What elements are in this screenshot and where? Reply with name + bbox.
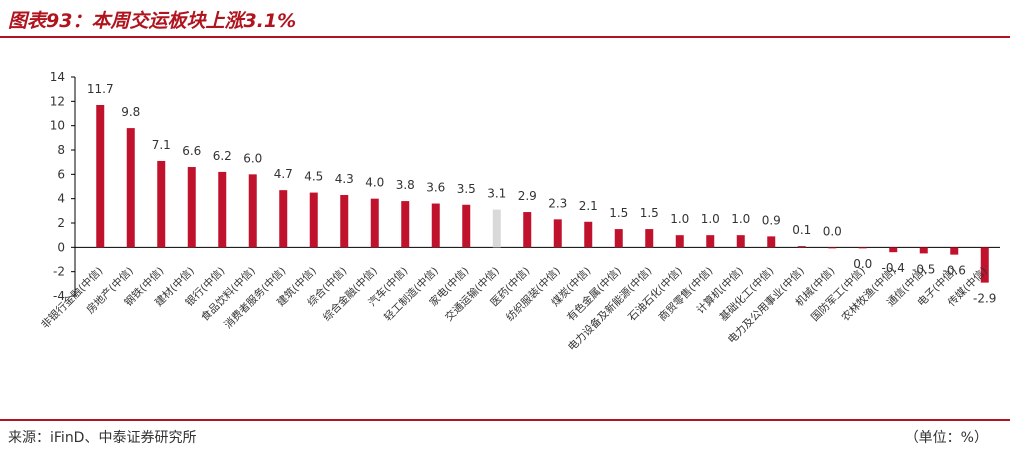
category-label: 商贸零售(中信) bbox=[656, 264, 716, 324]
category-label: 纺织服装(中信) bbox=[503, 264, 563, 324]
bar bbox=[401, 201, 410, 248]
bar bbox=[797, 246, 806, 248]
data-label: 1.0 bbox=[731, 212, 750, 226]
title-divider bbox=[0, 36, 1010, 38]
bar bbox=[431, 203, 440, 248]
category-label: 综合金融(中信) bbox=[320, 264, 380, 324]
unit-note: （单位：%） bbox=[904, 430, 988, 446]
data-label: -0.6 bbox=[943, 264, 966, 278]
bar bbox=[279, 190, 288, 248]
y-tick-label: 2 bbox=[57, 216, 65, 230]
data-label: 7.1 bbox=[152, 138, 171, 152]
y-tick-label: -2 bbox=[53, 265, 65, 279]
category-label: 交通运输(中信) bbox=[442, 264, 502, 324]
bar bbox=[370, 198, 379, 248]
data-label: 0.0 bbox=[853, 257, 872, 271]
bar bbox=[889, 247, 898, 253]
y-tick-label: 8 bbox=[57, 143, 65, 157]
chart-title: 图表93：本周交运板块上涨3.1% bbox=[8, 10, 297, 32]
bar bbox=[96, 104, 105, 248]
y-tick-label: 10 bbox=[50, 119, 65, 133]
y-tick-label: 0 bbox=[57, 240, 65, 254]
bar bbox=[157, 160, 166, 248]
bar bbox=[340, 195, 349, 248]
data-label: -0.4 bbox=[882, 261, 905, 275]
bar bbox=[309, 192, 318, 248]
data-label: 1.5 bbox=[609, 206, 628, 220]
data-label: 1.0 bbox=[701, 212, 720, 226]
y-tick-label: 14 bbox=[50, 70, 65, 84]
data-label: -2.9 bbox=[973, 292, 996, 306]
data-label: 6.0 bbox=[243, 151, 262, 165]
bar bbox=[675, 235, 684, 248]
data-label: 0.9 bbox=[762, 213, 781, 227]
data-label: 3.8 bbox=[396, 178, 415, 192]
y-tick-label: 12 bbox=[50, 94, 65, 108]
bar bbox=[645, 229, 654, 248]
y-tick-label: 4 bbox=[57, 192, 65, 206]
data-label: 0.1 bbox=[792, 223, 811, 237]
bar bbox=[584, 221, 593, 248]
bar bbox=[614, 229, 623, 248]
bar bbox=[706, 235, 715, 248]
data-label: 4.3 bbox=[335, 172, 354, 186]
bar bbox=[980, 247, 989, 283]
y-tick-label: 6 bbox=[57, 167, 65, 181]
category-label: 石油石化(中信) bbox=[625, 264, 685, 324]
data-label: 2.3 bbox=[548, 196, 567, 210]
data-label: 1.0 bbox=[670, 212, 689, 226]
data-label: 0.0 bbox=[823, 224, 842, 238]
category-label: 农林牧渔(中信) bbox=[839, 264, 899, 324]
bar bbox=[828, 247, 837, 249]
category-label: 有色金属(中信) bbox=[564, 264, 624, 324]
bar bbox=[767, 236, 776, 248]
data-label: 4.5 bbox=[304, 170, 323, 184]
category-label: 轻工制造(中信) bbox=[381, 264, 441, 324]
data-label: 4.0 bbox=[365, 176, 384, 190]
category-label: 国防军工(中信) bbox=[808, 264, 868, 324]
bar bbox=[523, 212, 532, 248]
bar bbox=[218, 171, 227, 248]
bar bbox=[858, 247, 867, 249]
data-label: 11.7 bbox=[87, 82, 114, 96]
data-label: 1.5 bbox=[640, 206, 659, 220]
data-label: 3.6 bbox=[426, 181, 445, 195]
y-tick-label: -4 bbox=[53, 289, 65, 303]
bar bbox=[736, 235, 745, 248]
bar bbox=[553, 219, 562, 248]
bar bbox=[248, 174, 257, 248]
data-label: 6.6 bbox=[182, 144, 201, 158]
data-label: 9.8 bbox=[121, 105, 140, 119]
data-label: 3.5 bbox=[457, 182, 476, 196]
bar bbox=[126, 128, 135, 248]
source-note: 来源：iFinD、中泰证券研究所 bbox=[8, 430, 197, 446]
bar bbox=[950, 247, 959, 255]
bar-chart: -4-20246810121411.7非银行金融(中信)9.8房地产(中信)7.… bbox=[38, 70, 1000, 354]
bar bbox=[919, 247, 928, 254]
bar bbox=[187, 167, 196, 248]
data-label: 4.7 bbox=[274, 167, 293, 181]
data-label: 3.1 bbox=[487, 187, 506, 201]
category-label: 基础化工(中信) bbox=[717, 264, 777, 324]
bar bbox=[492, 209, 501, 248]
category-label: 食品饮料(中信) bbox=[198, 264, 258, 324]
data-label: 2.9 bbox=[518, 189, 537, 203]
footer-divider bbox=[0, 419, 1010, 421]
data-label: -0.5 bbox=[912, 262, 935, 276]
data-label: 2.1 bbox=[579, 199, 598, 213]
bar bbox=[462, 204, 471, 248]
data-label: 6.2 bbox=[213, 149, 232, 163]
